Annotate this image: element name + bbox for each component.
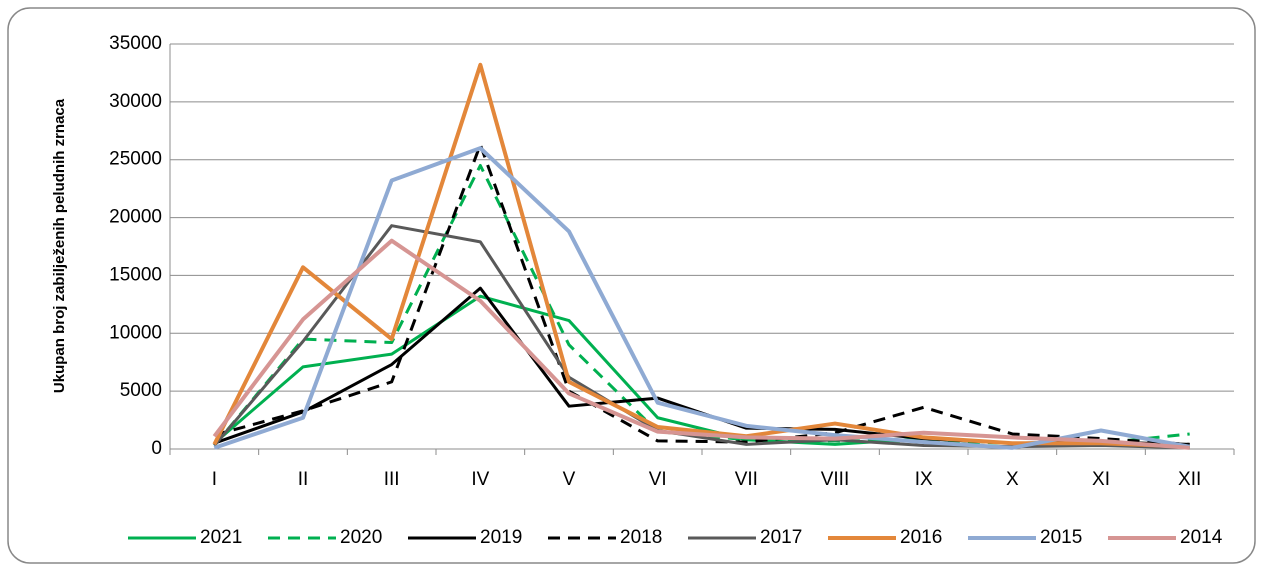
legend-label: 2021 xyxy=(200,527,242,548)
y-tick-label: 10000 xyxy=(109,322,162,343)
x-tick-label: I xyxy=(212,469,217,490)
x-tick-label: X xyxy=(1006,469,1019,490)
legend-label: 2017 xyxy=(760,527,802,548)
x-tick-label: V xyxy=(563,469,576,490)
y-tick-label: 0 xyxy=(151,438,162,459)
legend-label: 2014 xyxy=(1180,527,1223,548)
series-line xyxy=(213,143,1190,446)
x-tick-label: III xyxy=(384,469,400,490)
y-tick-label: 25000 xyxy=(109,149,162,170)
series-line xyxy=(212,238,1190,450)
y-tick-label: 5000 xyxy=(120,380,162,401)
y-tick-label: 30000 xyxy=(109,91,162,112)
legend-label: 2020 xyxy=(340,527,382,548)
y-tick-label: 35000 xyxy=(109,33,162,54)
x-tick-label: IV xyxy=(471,469,489,490)
series-line xyxy=(213,146,1191,450)
y-axis-label: Ukupan broj zabilježenih peludnih zrnaca xyxy=(51,98,68,393)
legend-label: 2015 xyxy=(1040,527,1082,548)
x-tick-label: VI xyxy=(649,469,667,490)
y-tick-label: 15000 xyxy=(109,264,162,285)
x-tick-label: VII xyxy=(735,469,758,490)
x-tick-label: XI xyxy=(1092,469,1110,490)
x-tick-label: IX xyxy=(915,469,933,490)
x-tick-label: II xyxy=(298,469,309,490)
x-tick-label: XII xyxy=(1178,469,1201,490)
legend-label: 2019 xyxy=(480,527,522,548)
legend-label: 2018 xyxy=(620,527,662,548)
chart-border xyxy=(7,7,1256,564)
legend-label: 2016 xyxy=(900,527,942,548)
y-tick-label: 20000 xyxy=(109,207,162,228)
x-tick-label: VIII xyxy=(821,469,850,490)
